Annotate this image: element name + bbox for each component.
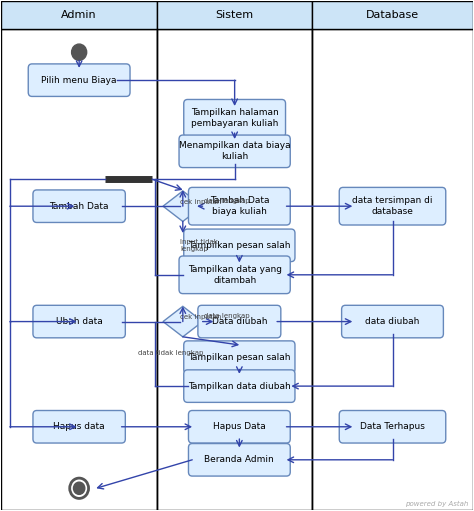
FancyBboxPatch shape (184, 100, 285, 137)
Text: Tampilkan data diubah: Tampilkan data diubah (188, 382, 291, 390)
Text: Sistem: Sistem (216, 10, 254, 20)
FancyBboxPatch shape (339, 188, 446, 225)
Text: powered by Astah: powered by Astah (404, 501, 468, 507)
Text: Data Terhapus: Data Terhapus (360, 422, 425, 431)
Text: cek inputan: cek inputan (181, 199, 222, 205)
FancyBboxPatch shape (189, 410, 290, 443)
FancyBboxPatch shape (312, 29, 473, 509)
Text: Tambah Data
biaya kuliah: Tambah Data biaya kuliah (210, 196, 269, 216)
FancyBboxPatch shape (184, 370, 295, 402)
FancyBboxPatch shape (339, 410, 446, 443)
Text: data lengkap: data lengkap (204, 198, 250, 204)
Text: data lengkap: data lengkap (204, 313, 250, 319)
FancyBboxPatch shape (33, 410, 125, 443)
FancyBboxPatch shape (1, 29, 157, 509)
Text: Hapus Data: Hapus Data (213, 422, 266, 431)
Text: Tampilkan data yang
ditambah: Tampilkan data yang ditambah (188, 265, 282, 285)
Text: Ubah data: Ubah data (56, 317, 102, 326)
Text: Tampilkan pesan salah: Tampilkan pesan salah (188, 353, 291, 362)
FancyBboxPatch shape (342, 305, 443, 338)
Text: Tampilkan pesan salah: Tampilkan pesan salah (188, 241, 291, 250)
FancyBboxPatch shape (33, 190, 125, 222)
FancyBboxPatch shape (189, 188, 290, 225)
Text: data tidak lengkap: data tidak lengkap (138, 350, 204, 356)
FancyBboxPatch shape (198, 305, 281, 338)
Text: Admin: Admin (61, 10, 97, 20)
Text: Input tidak
lengkap: Input tidak lengkap (181, 239, 219, 252)
FancyBboxPatch shape (189, 444, 290, 476)
FancyBboxPatch shape (179, 256, 290, 294)
Text: cek inputan: cek inputan (181, 314, 222, 320)
Circle shape (73, 482, 85, 494)
Polygon shape (163, 306, 202, 337)
Text: data tersimpan di
database: data tersimpan di database (352, 196, 433, 216)
FancyBboxPatch shape (312, 2, 473, 29)
Text: Database: Database (366, 10, 419, 20)
Text: Pilih menu Biaya: Pilih menu Biaya (41, 76, 117, 85)
Text: data diubah: data diubah (365, 317, 419, 326)
Text: Menampilkan data biaya
kuliah: Menampilkan data biaya kuliah (179, 141, 291, 161)
Text: Data diubah: Data diubah (211, 317, 267, 326)
FancyBboxPatch shape (184, 341, 295, 374)
Text: Beranda Admin: Beranda Admin (204, 455, 274, 464)
Text: Tambah Data: Tambah Data (49, 202, 109, 211)
FancyBboxPatch shape (33, 305, 125, 338)
Text: Hapus data: Hapus data (54, 422, 105, 431)
FancyBboxPatch shape (179, 135, 290, 168)
FancyBboxPatch shape (184, 229, 295, 262)
Circle shape (72, 44, 87, 60)
FancyBboxPatch shape (157, 2, 312, 29)
Text: Tampilkan halaman
pembayaran kuliah: Tampilkan halaman pembayaran kuliah (191, 108, 279, 128)
FancyBboxPatch shape (28, 64, 130, 97)
FancyBboxPatch shape (157, 29, 312, 509)
FancyBboxPatch shape (1, 2, 157, 29)
Polygon shape (163, 191, 202, 221)
